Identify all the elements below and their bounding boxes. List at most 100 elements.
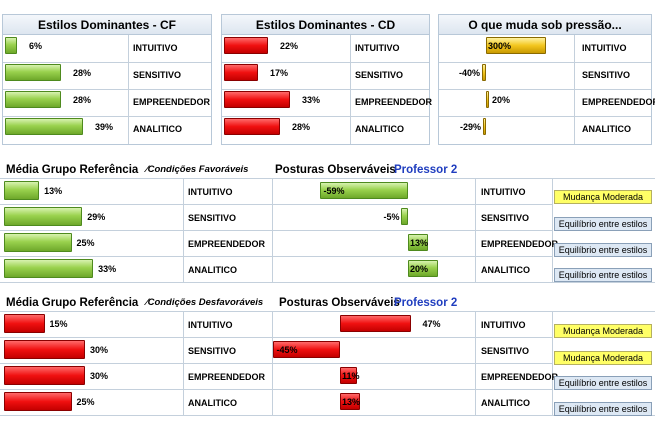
divider	[439, 116, 651, 117]
category-label: EMPREENDEDOR	[355, 97, 433, 107]
bar	[4, 340, 85, 359]
bar	[224, 118, 280, 135]
bar	[486, 37, 546, 54]
posture-category-label: EMPREENDEDOR	[481, 372, 559, 382]
divider	[272, 178, 273, 282]
data-label: 13%	[410, 238, 429, 248]
data-label: 30%	[90, 371, 109, 381]
bar	[224, 64, 258, 81]
divider	[0, 178, 655, 179]
bar	[224, 91, 290, 108]
bar	[272, 341, 340, 358]
data-label: 15%	[49, 319, 68, 329]
data-label: -40%	[459, 68, 481, 78]
section-heading: Média Grupo Referência	[6, 297, 139, 309]
posture-category-label: SENSITIVO	[481, 213, 530, 223]
bar	[483, 118, 486, 135]
divider	[439, 62, 651, 63]
bar	[319, 182, 408, 199]
bar	[5, 91, 61, 108]
bar	[4, 392, 72, 411]
divider	[0, 415, 655, 416]
bar	[340, 315, 411, 332]
divider	[475, 311, 476, 415]
data-label: 22%	[280, 41, 299, 51]
professor-label: Professor 2	[394, 297, 458, 309]
bar	[4, 207, 83, 226]
posture-category-label: INTUITIVO	[481, 187, 526, 197]
category-label: SENSITIVO	[188, 213, 237, 223]
assessment-badge: Equilíbrio entre estilos	[554, 402, 652, 416]
data-label: 47%	[422, 319, 441, 329]
assessment-badge: Equilíbrio entre estilos	[554, 268, 652, 282]
divider	[475, 178, 476, 282]
data-label: -29%	[460, 122, 482, 132]
data-label: 30%	[90, 345, 109, 355]
bar	[408, 260, 438, 277]
category-label: EMPREENDEDOR	[188, 372, 266, 382]
data-label: 20%	[410, 264, 429, 274]
data-label: -45%	[276, 345, 298, 355]
bar	[482, 64, 486, 81]
divider	[0, 337, 552, 338]
category-label: ANALITICO	[133, 124, 182, 134]
posture-category-label: ANALITICO	[481, 398, 530, 408]
data-label: 17%	[270, 68, 289, 78]
category-label: ANALITICO	[582, 124, 631, 134]
bar	[486, 91, 489, 108]
data-label: 33%	[98, 264, 117, 274]
bar	[5, 37, 17, 54]
bar	[5, 118, 83, 135]
assessment-badge: Mudança Moderada	[554, 351, 652, 365]
divider	[222, 62, 429, 63]
bar	[408, 234, 428, 251]
category-label: ANALITICO	[355, 124, 404, 134]
divider	[272, 311, 273, 415]
data-label: 29%	[87, 212, 106, 222]
data-label: 13%	[44, 186, 63, 196]
data-label: 33%	[302, 95, 321, 105]
data-label: 25%	[76, 397, 95, 407]
bar	[224, 37, 268, 54]
category-label: ANALITICO	[188, 398, 237, 408]
divider	[3, 116, 211, 117]
divider	[3, 62, 211, 63]
divider	[0, 363, 552, 364]
posture-category-label: INTUITIVO	[481, 320, 526, 330]
bar	[5, 64, 61, 81]
bar	[4, 366, 85, 385]
category-label: SENSITIVO	[582, 70, 631, 80]
divider	[0, 230, 552, 231]
divider	[183, 178, 184, 282]
category-label: EMPREENDEDOR	[188, 239, 266, 249]
posture-category-label: SENSITIVO	[481, 346, 530, 356]
panel-title: Estilos Dominantes - CF	[3, 15, 211, 35]
assessment-badge: Mudança Moderada	[554, 324, 652, 338]
divider	[0, 389, 552, 390]
assessment-badge: Equilíbrio entre estilos	[554, 376, 652, 390]
bar	[340, 393, 360, 410]
bar	[4, 314, 45, 333]
category-label: EMPREENDEDOR	[133, 97, 211, 107]
divider	[222, 116, 429, 117]
category-label: EMPREENDEDOR	[582, 97, 655, 107]
data-label: 28%	[73, 95, 92, 105]
divider	[552, 311, 553, 415]
divider	[0, 282, 655, 283]
postures-title: Posturas Observáveis	[275, 164, 396, 176]
data-label: -5%	[383, 212, 400, 222]
divider	[128, 35, 129, 144]
data-label: 28%	[73, 68, 92, 78]
divider	[222, 89, 429, 90]
assessment-badge: Equilíbrio entre estilos	[554, 243, 652, 257]
category-label: INTUITIVO	[582, 43, 627, 53]
data-label: 20%	[492, 95, 511, 105]
data-label: 13%	[342, 397, 361, 407]
divider	[0, 256, 552, 257]
category-label: INTUITIVO	[133, 43, 178, 53]
posture-category-label: ANALITICO	[481, 265, 530, 275]
category-label: ANALITICO	[188, 265, 237, 275]
category-label: SENSITIVO	[133, 70, 182, 80]
data-label: 300%	[488, 41, 512, 51]
professor-label: Professor 2	[394, 164, 458, 176]
